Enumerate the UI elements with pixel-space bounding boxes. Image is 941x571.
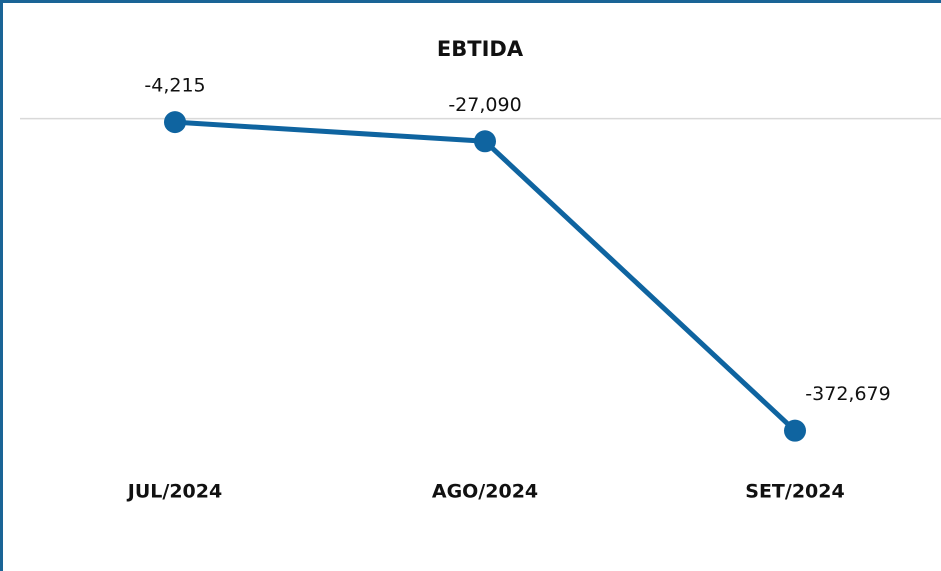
data-label: -372,679 [805, 383, 890, 405]
x-tick-label: JUL/2024 [126, 481, 222, 503]
data-label: -4,215 [144, 75, 205, 97]
data-label: -27,090 [448, 94, 521, 116]
chart-title: EBTIDA [437, 37, 524, 61]
x-tick-label: SET/2024 [745, 481, 844, 503]
point [164, 111, 186, 134]
point [474, 130, 496, 153]
x-tick-label: AGO/2024 [432, 481, 538, 503]
point [784, 419, 806, 442]
